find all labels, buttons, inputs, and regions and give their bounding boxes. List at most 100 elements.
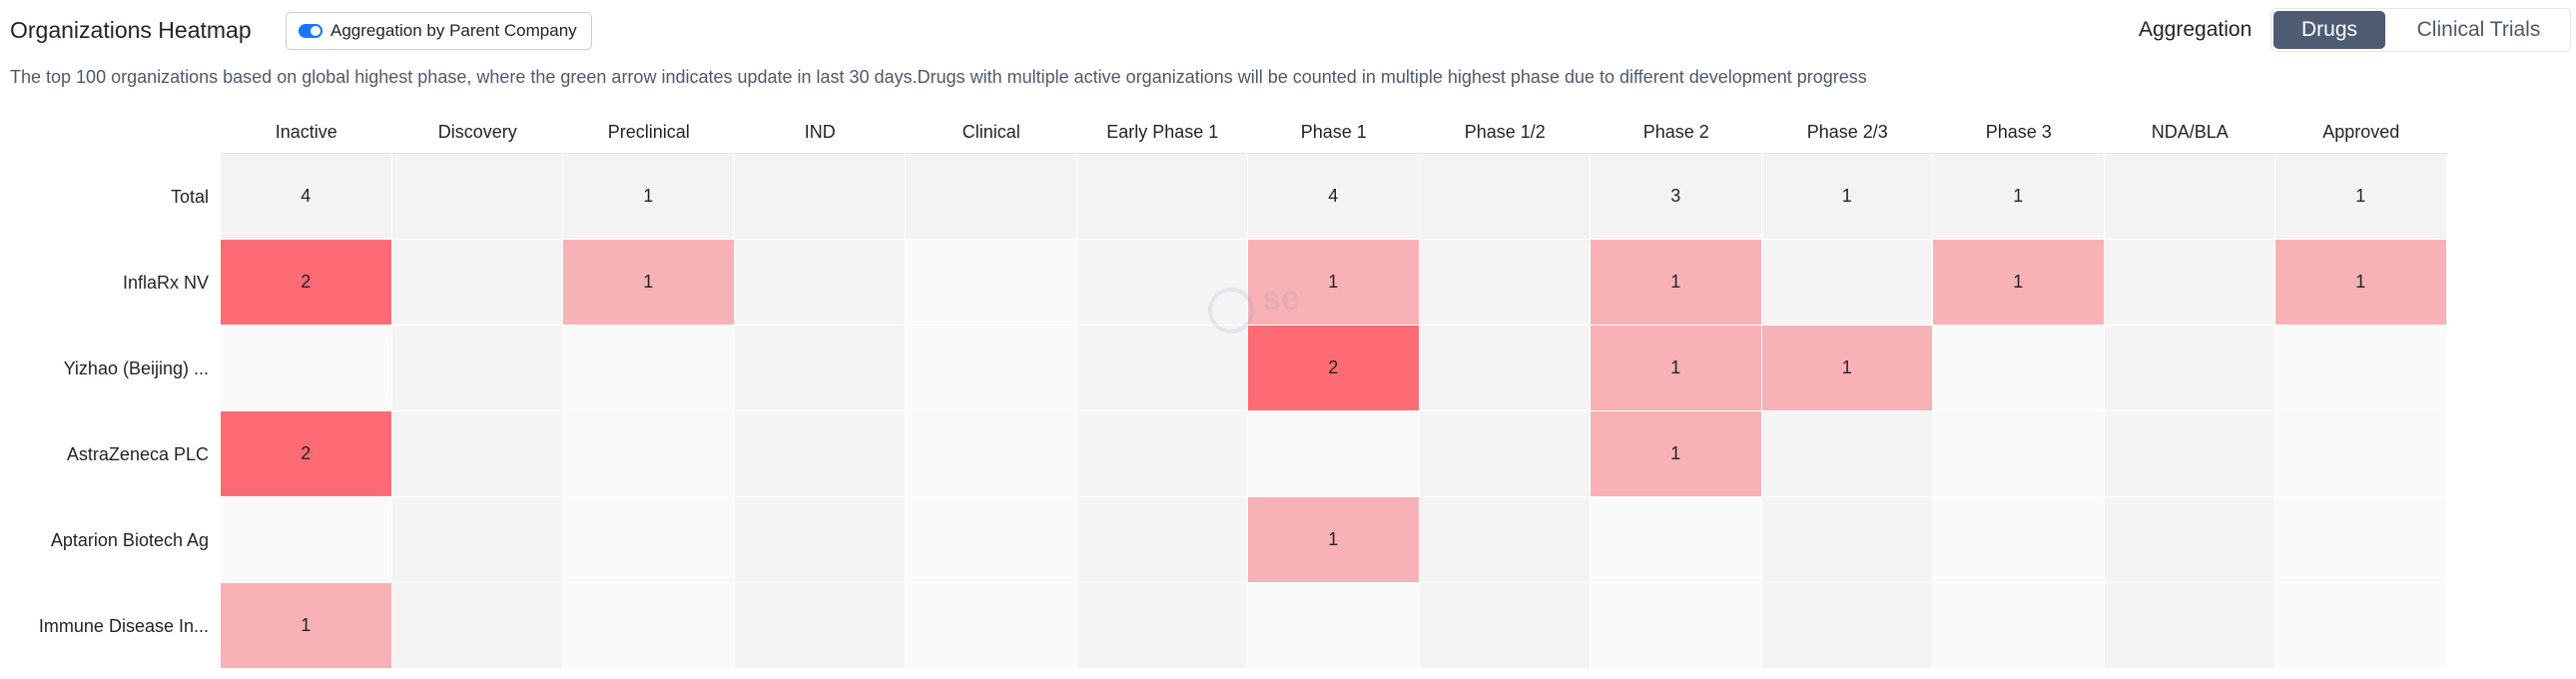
watermark-circle-icon [1208, 288, 1254, 334]
heatmap-cell[interactable]: 1 [1591, 240, 1762, 326]
column-header: Phase 3 [1933, 110, 2105, 154]
organization-row: Aptarion Biotech Ag 1 [0, 497, 2447, 583]
heatmap-cell [735, 154, 907, 240]
heatmap-cell [1933, 326, 2105, 411]
heatmap-cell[interactable]: 1 [1933, 240, 2105, 326]
heatmap-cell [563, 583, 735, 669]
heatmap-cell [1420, 154, 1592, 240]
heatmap-cell [392, 326, 564, 411]
heatmap-cell [1420, 497, 1592, 583]
organization-row: AstraZeneca PLC2 1 [0, 411, 2447, 497]
segment-drugs[interactable]: Drugs [2273, 11, 2385, 49]
row-label[interactable]: AstraZeneca PLC [0, 411, 221, 497]
heatmap-cell [221, 497, 392, 583]
heatmap-cell [906, 497, 1077, 583]
heatmap-cell [2275, 497, 2447, 583]
column-header: Phase 1 [1248, 110, 1420, 154]
aggregation-label: Aggregation [2139, 15, 2252, 45]
heatmap-cell [1933, 583, 2105, 669]
heatmap-cell[interactable]: 4 [1248, 154, 1420, 240]
heatmap-column-headers: InactiveDiscoveryPreclinicalINDClinicalE… [221, 110, 2447, 154]
heatmap-cell[interactable]: 1 [1248, 497, 1420, 583]
column-header: NDA/BLA [2105, 110, 2276, 154]
heatmap-cell [1762, 583, 1934, 669]
column-header: Phase 1/2 [1420, 110, 1592, 154]
heatmap-cell [392, 583, 564, 669]
heatmap-cell [1591, 497, 1762, 583]
column-header: IND [735, 110, 907, 154]
heatmap-cell [2105, 497, 2276, 583]
heatmap-cell[interactable]: 1 [1762, 326, 1934, 411]
heatmap-cell [2105, 583, 2276, 669]
heatmap-cell[interactable]: 2 [221, 411, 392, 497]
watermark-text: se [1262, 280, 1300, 319]
heatmap-cell [2105, 240, 2276, 326]
heatmap-cell [906, 240, 1077, 326]
heatmap-cell [2275, 583, 2447, 669]
column-header: Approved [2275, 110, 2447, 154]
heatmap-cell[interactable]: 1 [1591, 326, 1762, 411]
column-header: Clinical [906, 110, 1077, 154]
heatmap-cell [1248, 583, 1420, 669]
toggle-switch-icon[interactable] [299, 24, 322, 38]
heatmap-cell[interactable]: 1 [2275, 154, 2447, 240]
heatmap-cell [1248, 411, 1420, 497]
watermark-logo: se p [1208, 280, 1300, 340]
heatmap-cell [1420, 240, 1592, 326]
heatmap-cell [1591, 583, 1762, 669]
heatmap-cell [392, 154, 564, 240]
heatmap-cell[interactable]: 4 [221, 154, 392, 240]
heatmap-cell [735, 583, 907, 669]
heatmap-cell[interactable]: 1 [1933, 154, 2105, 240]
row-label[interactable]: Immune Disease In... [0, 583, 221, 669]
heatmap-rows: Total4143111InflaRx NV211111Yizhao (Beij… [0, 154, 2447, 669]
heatmap-cell [1933, 497, 2105, 583]
heatmap-cell [1762, 240, 1934, 326]
heatmap-cell [563, 326, 735, 411]
heatmap-cell [1933, 411, 2105, 497]
organization-row: Immune Disease In...1 [0, 583, 2447, 669]
heatmap-cell [735, 240, 907, 326]
heatmap-cell [2105, 411, 2276, 497]
heatmap-cell [563, 497, 735, 583]
row-label[interactable]: Aptarion Biotech Ag [0, 497, 221, 583]
aggregation-segmented-control: Drugs Clinical Trials [2270, 8, 2571, 52]
heatmap-cell[interactable]: 1 [2275, 240, 2447, 326]
heatmap-cell [2105, 154, 2276, 240]
heatmap-cell[interactable]: 1 [221, 583, 392, 669]
column-header: Phase 2 [1591, 110, 1762, 154]
column-header: Discovery [392, 110, 564, 154]
heatmap-cell [1420, 326, 1592, 411]
segment-clinical-trials[interactable]: Clinical Trials [2387, 9, 2570, 51]
heatmap-cell[interactable]: 1 [1762, 154, 1934, 240]
heatmap-cell [392, 240, 564, 326]
heatmap-cell [906, 583, 1077, 669]
heatmap-cell[interactable]: 2 [221, 240, 392, 326]
heatmap-cell [1077, 497, 1249, 583]
row-label[interactable]: InflaRx NV [0, 240, 221, 326]
heatmap-cell [1077, 154, 1249, 240]
heatmap-cell [906, 326, 1077, 411]
toggle-label: Aggregation by Parent Company [330, 21, 577, 41]
heatmap-cell [221, 326, 392, 411]
heatmap-cell [392, 497, 564, 583]
column-header: Preclinical [563, 110, 735, 154]
heatmap-cell[interactable]: 3 [1591, 154, 1762, 240]
heatmap-cell [906, 411, 1077, 497]
heatmap-cell [906, 154, 1077, 240]
page-title: Organizations Heatmap [10, 14, 252, 46]
heatmap-cell [2275, 411, 2447, 497]
row-label[interactable]: Yizhao (Beijing) ... [0, 326, 221, 411]
total-row: Total4143111 [0, 154, 2447, 240]
heatmap-cell[interactable]: 1 [563, 154, 735, 240]
heatmap-cell [1762, 411, 1934, 497]
heatmap-cell[interactable]: 1 [563, 240, 735, 326]
aggregation-parent-company-toggle[interactable]: Aggregation by Parent Company [286, 12, 592, 50]
heatmap-cell [1762, 497, 1934, 583]
heatmap-cell[interactable]: 1 [1591, 411, 1762, 497]
heatmap-cell [2275, 326, 2447, 411]
column-header: Inactive [221, 110, 392, 154]
watermark-subtext: p [1262, 323, 1300, 340]
heatmap-cell [1077, 411, 1249, 497]
